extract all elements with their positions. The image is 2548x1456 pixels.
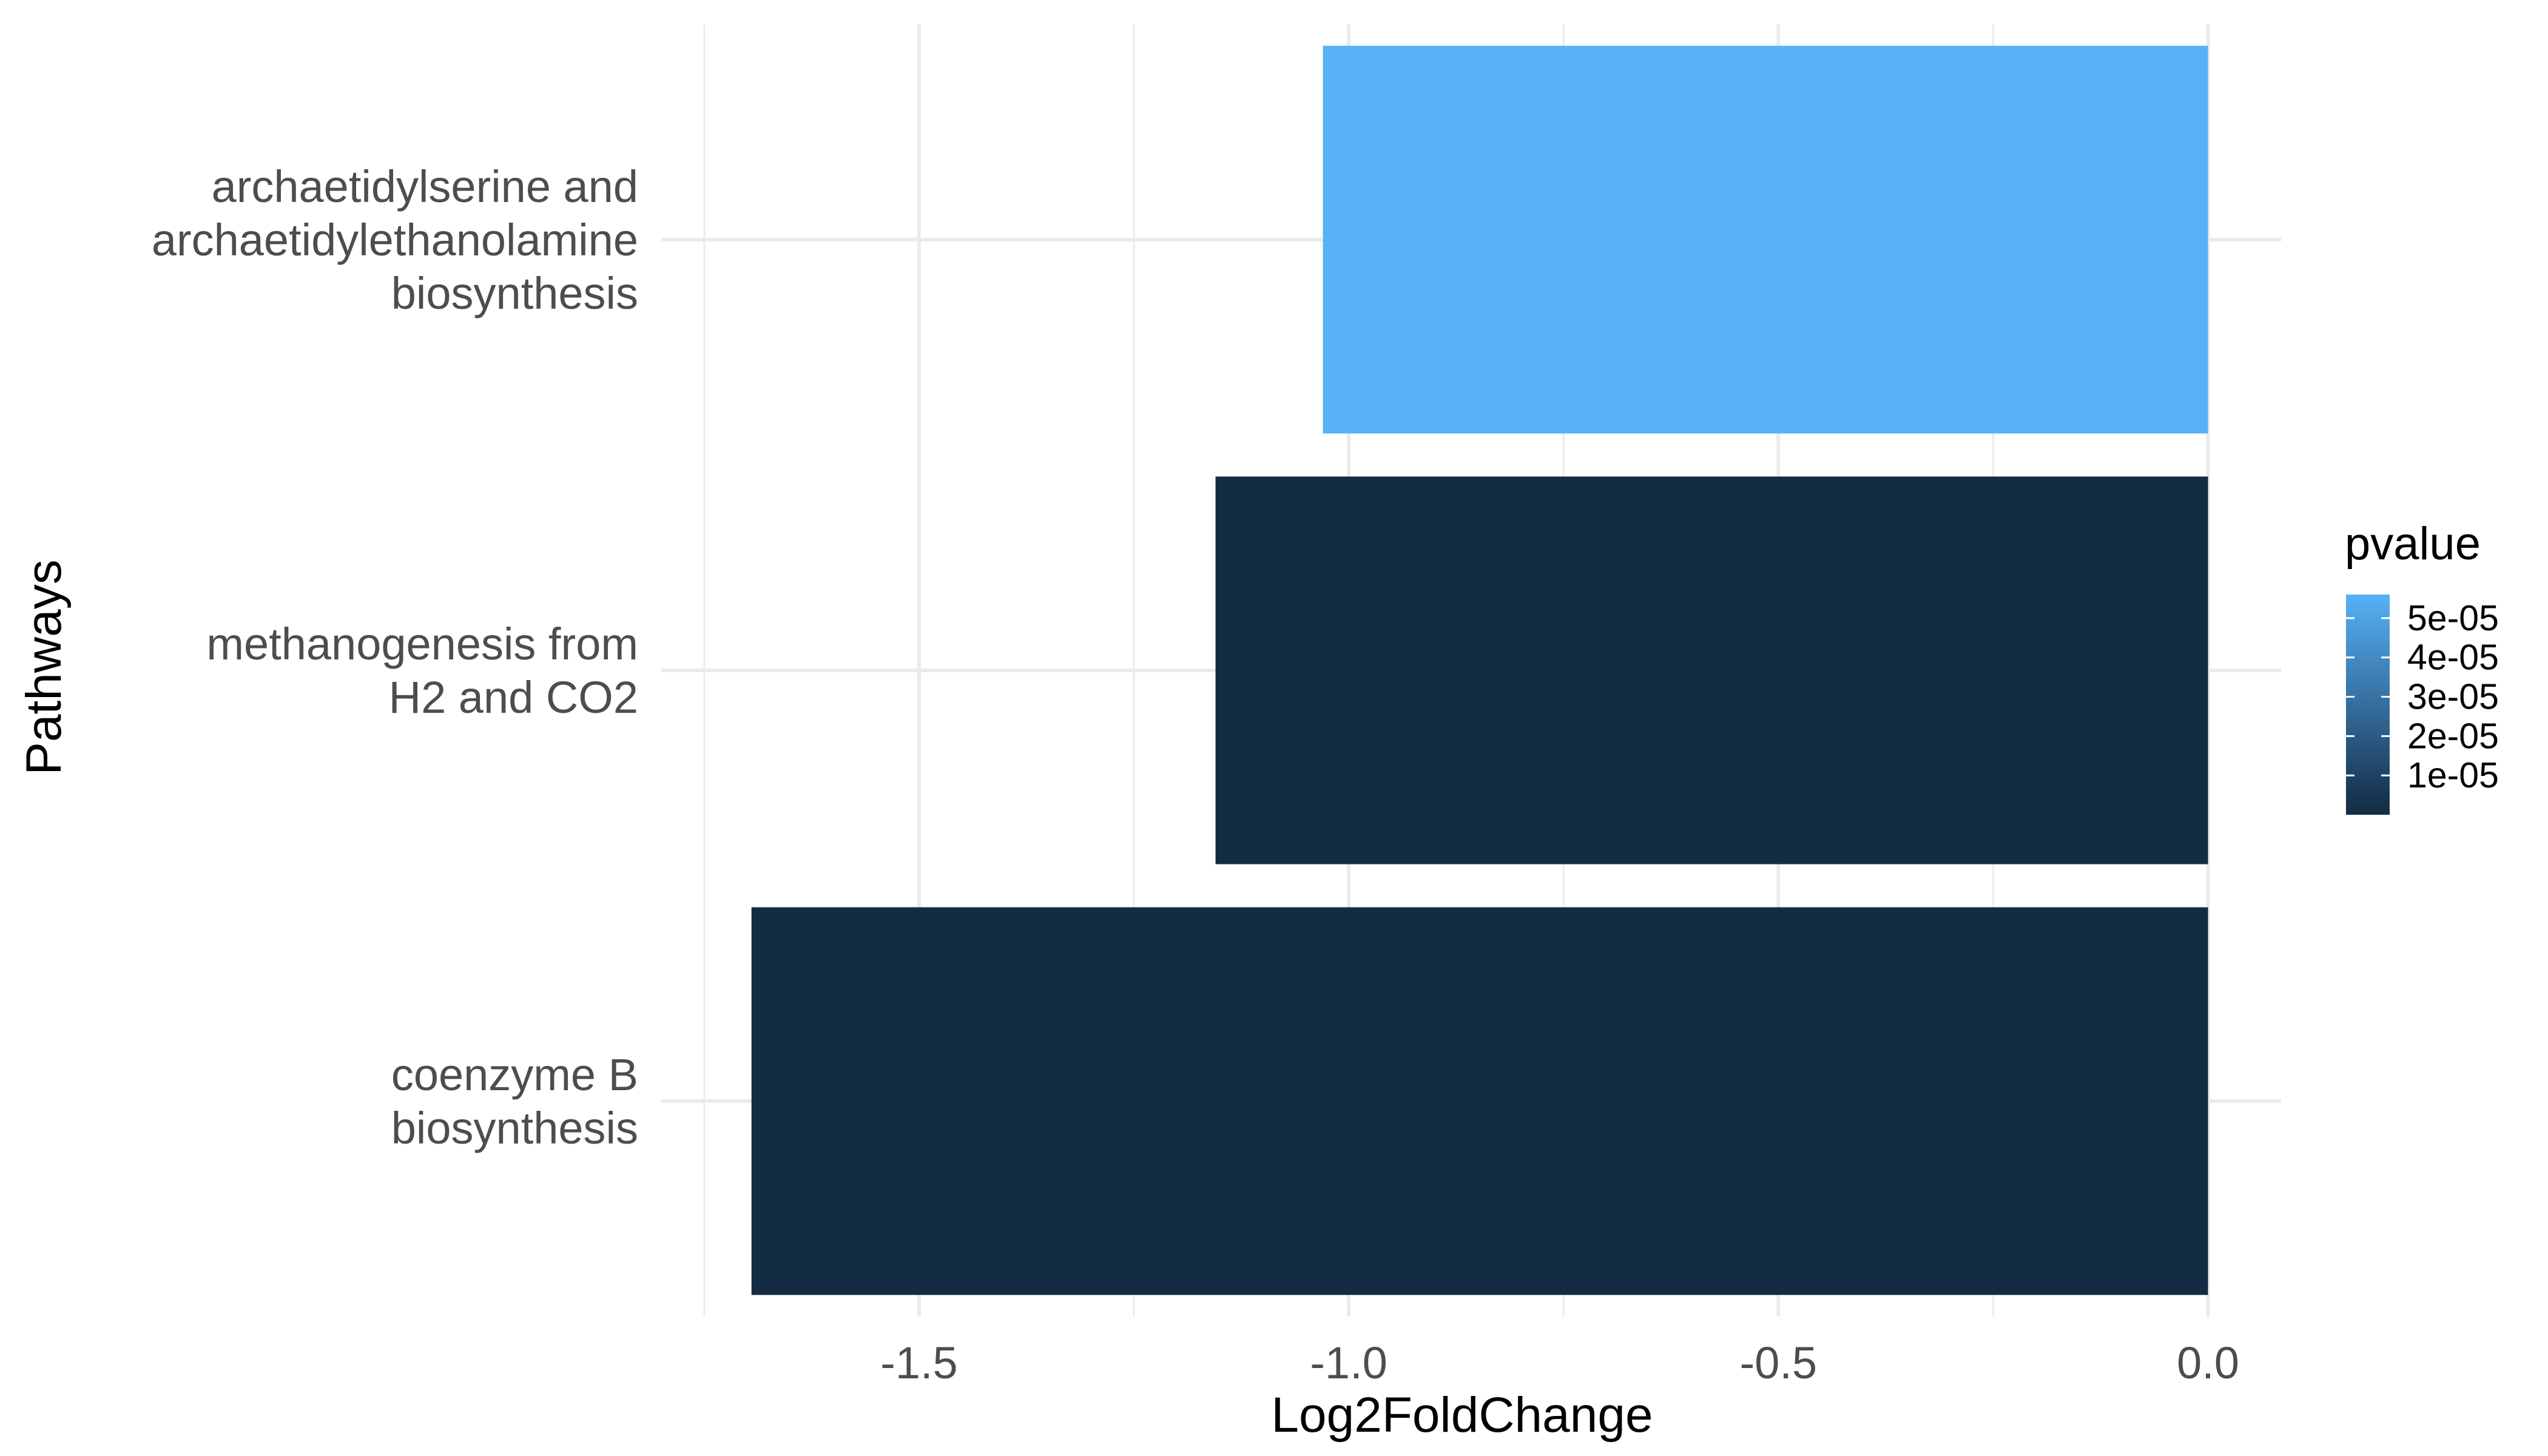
y-tick-label-line: biosynthesis bbox=[391, 268, 638, 318]
y-tick-label-line: coenzyme B bbox=[391, 1050, 638, 1100]
x-tick-label: 0.0 bbox=[2177, 1338, 2239, 1388]
y-axis-title: Pathways bbox=[16, 559, 72, 775]
x-axis-title: Log2FoldChange bbox=[1271, 1387, 1653, 1443]
x-tick-label: -1.0 bbox=[1310, 1338, 1387, 1388]
y-tick-label-line: H2 and CO2 bbox=[389, 672, 638, 723]
y-tick-label: methanogenesis from H2 and CO2 bbox=[206, 619, 638, 723]
y-tick-label-line: methanogenesis from bbox=[206, 619, 638, 669]
bar bbox=[751, 907, 2208, 1295]
legend-label: 5e-05 bbox=[2407, 598, 2499, 638]
y-tick-labels: archaetidylserine and archaetidylethanola… bbox=[152, 161, 638, 1153]
legend-label: 3e-05 bbox=[2407, 677, 2499, 717]
x-tick-label: -1.5 bbox=[880, 1338, 958, 1388]
y-tick-label-line: archaetidylethanolamine bbox=[152, 215, 638, 265]
y-tick-label-line: archaetidylserine and bbox=[212, 161, 638, 212]
x-tick-label: -0.5 bbox=[1740, 1338, 1818, 1388]
bar bbox=[1215, 476, 2208, 864]
legend-colorbar bbox=[2346, 595, 2390, 815]
legend-label: 1e-05 bbox=[2407, 755, 2499, 795]
y-tick-label: archaetidylserine and archaetidylethanola… bbox=[152, 161, 638, 318]
legend-label: 4e-05 bbox=[2407, 638, 2499, 678]
legend-title: pvalue bbox=[2345, 518, 2481, 570]
legend-label: 2e-05 bbox=[2407, 716, 2499, 756]
x-tick-labels: -1.5 -1.0 -0.5 0.0 bbox=[880, 1338, 2239, 1388]
bars bbox=[751, 46, 2208, 1295]
bar bbox=[1323, 46, 2208, 434]
y-tick-label-line: biosynthesis bbox=[391, 1103, 638, 1153]
